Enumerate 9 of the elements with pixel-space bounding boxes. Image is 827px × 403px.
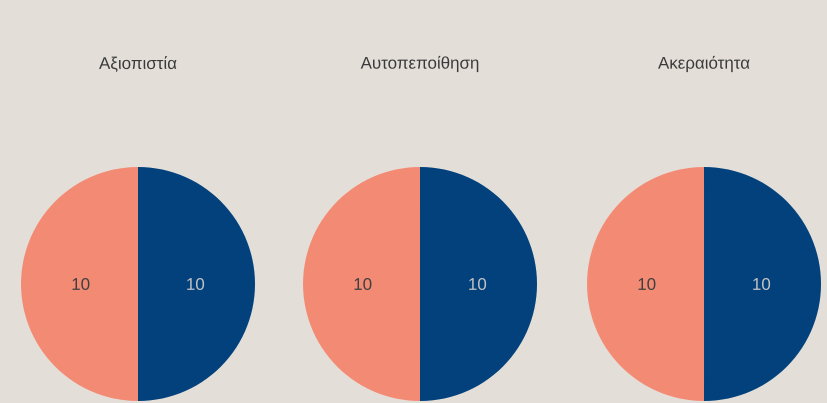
data-label: 10	[753, 278, 770, 290]
chart-title: Ακεραιότητα	[658, 56, 750, 72]
chart-title: Αυτοπεποίθηση	[360, 56, 478, 72]
data-label: 10	[638, 278, 656, 290]
data-label: 10	[72, 278, 90, 290]
data-label: 10	[187, 278, 204, 290]
data-label: 10	[469, 278, 486, 290]
data-label: 10	[354, 278, 372, 290]
chart-title: Αξιοπιστία	[99, 56, 176, 72]
